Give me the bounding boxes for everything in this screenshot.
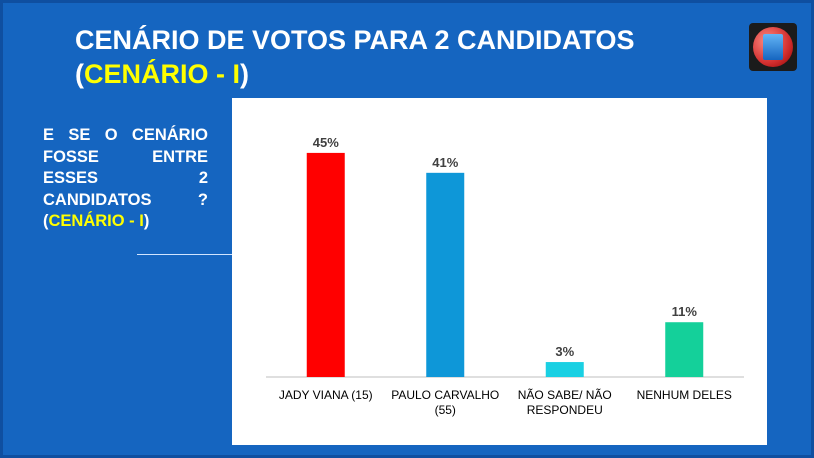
category-label-3: NÃO SABE/ NÃO RESPONDEU [517, 388, 612, 417]
category-label-4: NENHUM DELES [636, 388, 732, 402]
bar-2 [426, 172, 465, 377]
bar-3 [545, 362, 584, 377]
question-line-3: ESSES 2 [43, 169, 208, 187]
title-line-1: CENÁRIO DE VOTOS PARA 2 CANDIDATOS [75, 25, 635, 55]
title-open-paren: ( [75, 59, 84, 89]
question-open-paren: ( [43, 212, 49, 230]
bar-4 [665, 322, 704, 377]
question-close-paren: ) [143, 212, 150, 230]
question-accent: CENÁRIO - I [48, 212, 144, 230]
question-line-2: FOSSE ENTRE [43, 147, 208, 166]
question-line-1: E SE O CENÁRIO [43, 126, 208, 144]
question-text: E SE O CENÁRIO FOSSE ENTRE ESSES 2 CANDI… [43, 125, 208, 233]
slide-title: CENÁRIO DE VOTOS PARA 2 CANDIDATOS (CENÁ… [75, 23, 725, 91]
bar-chart: 45% 41% 3% 11% [266, 135, 744, 378]
title-accent: CENÁRIO - I [84, 59, 241, 89]
party-logo-icon [749, 23, 797, 71]
category-label-1: JADY VIANA (15) [278, 388, 373, 402]
data-label-2: 41% [432, 155, 458, 170]
title-line-2: (CENÁRIO - I) [75, 57, 725, 91]
data-label-4: 11% [672, 304, 698, 319]
chart-panel: 45% 41% 3% 11% JADY VIANA (15) PAULO CARVALH… [232, 98, 767, 445]
data-label-3: 3% [555, 344, 574, 359]
bar-1 [306, 152, 345, 377]
data-label-1: 45% [313, 135, 339, 150]
divider-line [137, 254, 232, 255]
question-line-5: (CENÁRIO - I) [43, 211, 208, 233]
category-label-2: PAULO CARVALHO (55) [391, 388, 500, 417]
question-line-4: CANDIDATOS ? [43, 190, 208, 209]
title-close-paren: ) [240, 59, 250, 89]
